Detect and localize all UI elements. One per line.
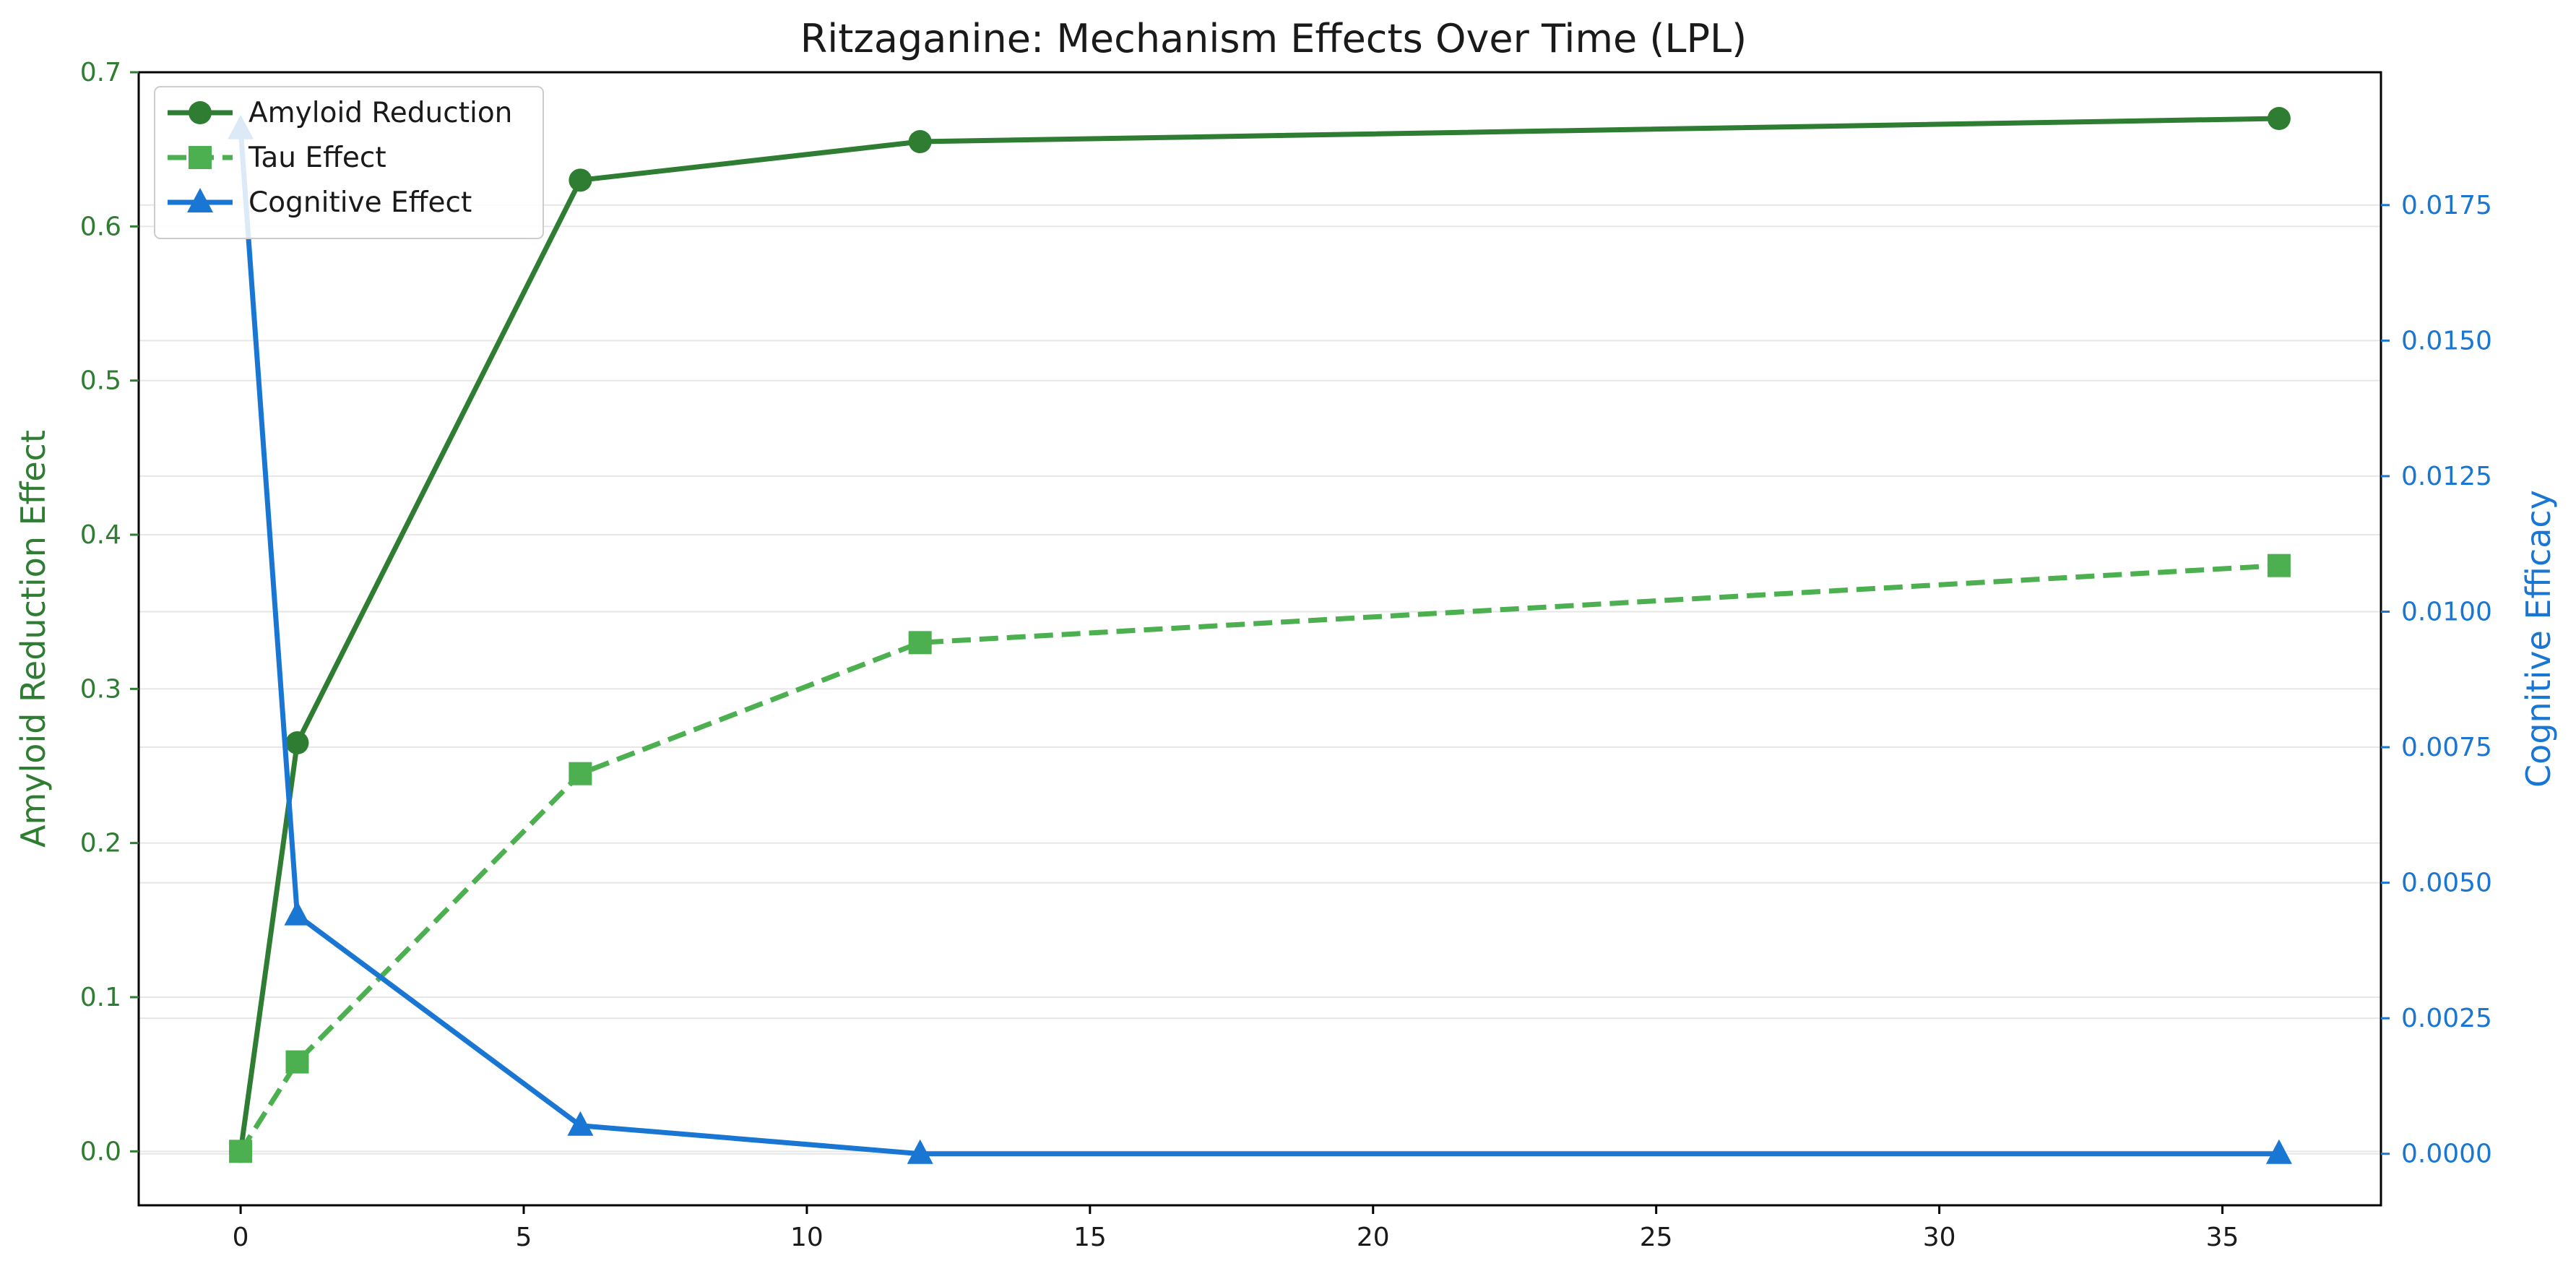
x-tick-label: 20 [1357, 1223, 1390, 1252]
axes: 0.0 0.1 0.2 0.3 0.4 0.5 0.6 0.7 0.0000 0.0025 0.00… [80, 58, 2492, 1252]
data-point [229, 1140, 253, 1163]
legend-box [154, 86, 544, 239]
y-tick-label-left: 0.2 [80, 829, 121, 858]
legend-label: Amyloid Reduction [248, 97, 512, 129]
data-point [908, 130, 932, 153]
data-point [907, 1139, 933, 1164]
y-tick-label-left: 0.7 [80, 58, 121, 87]
y-tick-label-left: 0.6 [80, 212, 121, 241]
y-tick-label-right: 0.0150 [2401, 326, 2492, 356]
legend-marker [189, 146, 212, 169]
series-tau-effect [229, 554, 2291, 1163]
data-point [908, 631, 932, 655]
y-tick-label-left: 0.1 [80, 983, 121, 1012]
legend: Amyloid Reduction Tau Effect Cognitive Eff… [154, 86, 544, 239]
data-point [567, 1111, 594, 1136]
legend-label: Cognitive Effect [248, 186, 472, 219]
y-tick-label-left: 0.3 [80, 674, 121, 704]
y-tick-label-right: 0.0025 [2401, 1004, 2492, 1033]
y-tick-label-right: 0.0125 [2401, 462, 2492, 491]
legend-label: Tau Effect [248, 142, 386, 174]
plot-area [228, 107, 2292, 1164]
x-tick-label: 30 [1923, 1223, 1956, 1252]
x-tick-label: 25 [1640, 1223, 1673, 1252]
y-tick-label-right: 0.0175 [2401, 191, 2492, 220]
legend-marker [189, 101, 212, 124]
data-point [569, 168, 592, 192]
y-axis-label-left: Amyloid Reduction Effect [14, 430, 53, 848]
y-tick-label-right: 0.0100 [2401, 597, 2492, 626]
data-point [2267, 107, 2291, 130]
y-tick-label-left: 0.4 [80, 520, 121, 550]
x-tick-label: 15 [1073, 1223, 1107, 1252]
chart-title: Ritzaganine: Mechanism Effects Over Time… [800, 16, 1747, 61]
data-point [2265, 1139, 2292, 1164]
y-tick-label-left: 0.0 [80, 1137, 121, 1166]
data-point [284, 900, 311, 926]
plot-frame [137, 71, 2382, 1207]
y-tick-label-left: 0.5 [80, 366, 121, 396]
legend-marker [187, 188, 213, 212]
data-point [2267, 554, 2291, 577]
y-axis-label-right: Cognitive Efficacy [2519, 490, 2558, 788]
y-tick-label-right: 0.0000 [2401, 1140, 2492, 1169]
x-tick-label: 35 [2206, 1223, 2239, 1252]
data-point [569, 762, 592, 785]
x-tick-label: 0 [233, 1223, 249, 1252]
x-tick-label: 5 [516, 1223, 532, 1252]
data-point [285, 731, 309, 754]
x-tick-label: 10 [790, 1223, 824, 1252]
y-tick-label-right: 0.0075 [2401, 733, 2492, 762]
y-tick-label-right: 0.0050 [2401, 869, 2492, 898]
data-point [285, 1050, 309, 1074]
